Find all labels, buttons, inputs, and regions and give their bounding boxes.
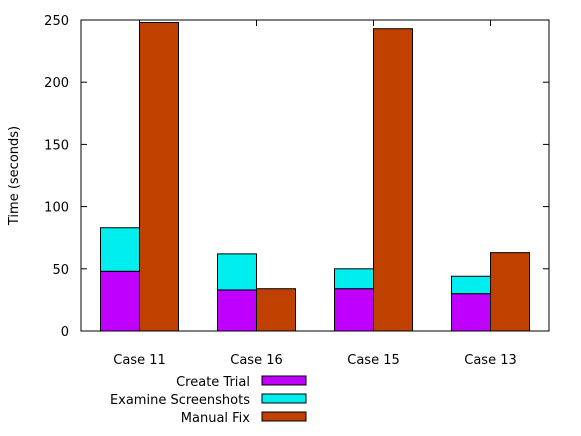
- legend-label: Examine Screenshots: [110, 393, 250, 408]
- bar-segment: [451, 293, 491, 332]
- y-axis-label: Time (seconds): [7, 126, 22, 226]
- x-tick-label: Case 16: [230, 353, 283, 368]
- bar: [256, 288, 296, 332]
- y-tick-label: 0: [61, 325, 69, 340]
- bar-segment: [334, 288, 374, 332]
- legend-swatch: [261, 375, 307, 386]
- legend-swatch: [261, 411, 307, 422]
- bar-segment: [100, 270, 140, 332]
- bar-segment: [334, 268, 374, 290]
- bar: [139, 21, 179, 332]
- bar-segment: [451, 275, 491, 295]
- y-axis: 0 50 100 150 200 250: [44, 14, 549, 340]
- bar-segment: [100, 227, 140, 272]
- y-tick-label: 50: [52, 263, 69, 278]
- legend-label: Manual Fix: [181, 411, 251, 426]
- legend: Create Trial Examine Screenshots Manual Fi…: [110, 375, 307, 426]
- x-axis: Case 11 Case 16 Case 15 Case 13: [113, 20, 517, 368]
- bar: [373, 28, 413, 332]
- y-tick-label: 150: [44, 138, 69, 153]
- x-tick-label: Case 15: [347, 353, 400, 368]
- bar-segment: [217, 253, 257, 291]
- y-tick-label: 250: [44, 14, 69, 29]
- x-tick-label: Case 13: [464, 353, 517, 368]
- legend-swatch: [261, 393, 307, 404]
- x-tick-label: Case 11: [113, 353, 166, 368]
- y-tick-label: 200: [44, 76, 69, 91]
- legend-label: Create Trial: [176, 375, 250, 390]
- bars-layer: [100, 21, 530, 332]
- y-tick-label: 100: [44, 201, 69, 216]
- bar: [490, 252, 530, 332]
- plot-frame: [80, 19, 550, 332]
- bar-segment: [217, 289, 257, 332]
